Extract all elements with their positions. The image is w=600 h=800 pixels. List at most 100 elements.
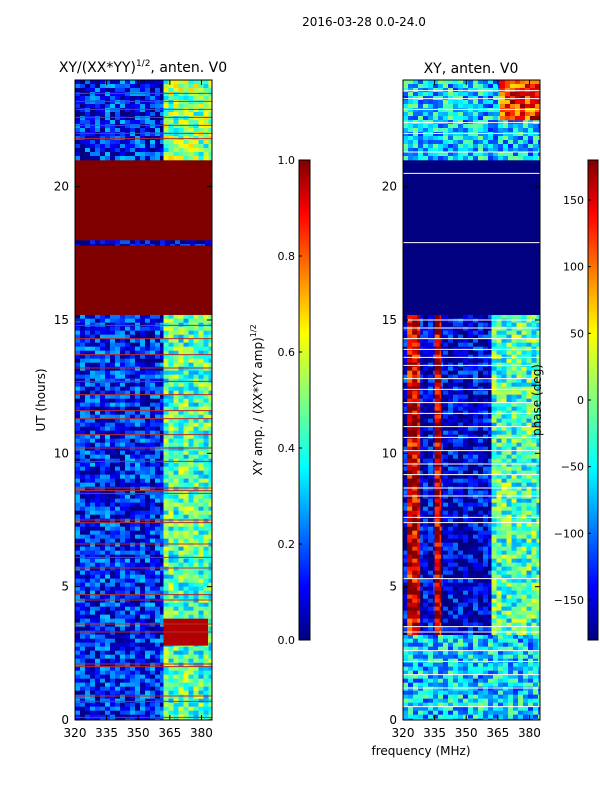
heatmap-cell [198, 88, 204, 93]
heatmap-cell [100, 594, 106, 599]
heatmap-cell [453, 654, 459, 659]
heatmap-cell [90, 108, 96, 113]
heatmap-cell [163, 330, 169, 335]
heatmap-cell [160, 378, 164, 383]
heatmap-cell [468, 398, 474, 403]
heatmap-cell [183, 466, 189, 471]
heatmap-cell [193, 610, 199, 615]
heatmap-cell [173, 494, 179, 499]
heatmap-cell [443, 686, 449, 691]
heatmap-cell [183, 434, 189, 439]
heatmap-cell [183, 426, 189, 431]
heatmap-cell [163, 128, 169, 133]
heatmap-cell [203, 422, 209, 427]
heatmap-cell [468, 634, 474, 639]
heatmap-cell [85, 586, 91, 591]
heatmap-cell [140, 686, 146, 691]
heatmap-cell [155, 706, 161, 711]
heatmap-cell [140, 582, 146, 587]
heatmap-cell [518, 706, 524, 711]
heatmap-cell [130, 490, 136, 495]
heatmap-cell [130, 598, 136, 603]
heatmap-cell [90, 132, 96, 137]
heatmap-cell [85, 136, 91, 141]
heatmap-cell [168, 578, 174, 583]
heatmap-cell [100, 486, 106, 491]
heatmap-cell [90, 100, 96, 105]
heatmap-cell [145, 430, 151, 435]
heatmap-cell [173, 706, 179, 711]
heatmap-cell [468, 690, 474, 695]
heatmap-cell [493, 682, 499, 687]
heatmap-cell [538, 662, 540, 667]
heatmap-cell [403, 414, 409, 419]
heatmap-cell [75, 558, 81, 563]
heatmap-cell [178, 430, 184, 435]
heatmap-cell [140, 522, 146, 527]
heatmap-cell [125, 558, 131, 563]
heatmap-cell [448, 694, 454, 699]
heatmap-cell [85, 638, 91, 643]
heatmap-cell [183, 398, 189, 403]
heatmap-cell [95, 686, 101, 691]
heatmap-cell [110, 510, 116, 515]
heatmap-cell [198, 338, 204, 343]
heatmap-cell [188, 322, 194, 327]
heatmap-cell [85, 510, 91, 515]
heatmap-cell [203, 690, 209, 695]
heatmap-cell [483, 706, 489, 711]
heatmap-cell [85, 358, 91, 363]
heatmap-cell [488, 370, 494, 375]
heatmap-cell [80, 446, 86, 451]
heatmap-cell [145, 100, 151, 105]
heatmap-cell [90, 394, 96, 399]
heatmap-cell [145, 140, 151, 145]
heatmap-cell [168, 100, 174, 105]
heatmap-cell [75, 378, 81, 383]
heatmap-cell [208, 538, 212, 543]
heatmap-cell [75, 108, 81, 113]
heatmap-cell [183, 156, 189, 161]
heatmap-cell [95, 610, 101, 615]
heatmap-cell [428, 678, 434, 683]
heatmap-cell [478, 386, 484, 391]
heatmap-cell [155, 498, 161, 503]
heatmap-cell [168, 350, 174, 355]
heatmap-cell [433, 638, 439, 643]
heatmap-cell [188, 690, 194, 695]
heatmap-cell [115, 80, 121, 85]
heatmap-cell [160, 658, 164, 663]
heatmap-cell [125, 674, 131, 679]
heatmap-cell [163, 116, 169, 121]
heatmap-cell [140, 374, 146, 379]
heatmap-cell [115, 566, 121, 571]
heatmap-cell [155, 128, 161, 133]
heatmap-cell [95, 542, 101, 547]
heatmap-cell [80, 240, 86, 245]
heatmap-cell [145, 346, 151, 351]
heatmap-cell [155, 144, 161, 149]
heatmap-cell [463, 402, 469, 407]
heatmap-cell [403, 346, 409, 351]
heatmap-cell [120, 586, 126, 591]
heatmap-cell [130, 586, 136, 591]
heatmap-cell [188, 362, 194, 367]
heatmap-cell [458, 646, 464, 651]
heatmap-cell [488, 386, 494, 391]
heatmap-cell [105, 618, 111, 623]
heatmap-cell [140, 682, 146, 687]
heatmap-cell [468, 418, 474, 423]
heatmap-cell [188, 702, 194, 707]
heatmap-cell [110, 414, 116, 419]
heatmap-cell [85, 610, 91, 615]
heatmap-cell [120, 358, 126, 363]
heatmap-cell [198, 490, 204, 495]
heatmap-cell [155, 96, 161, 101]
heatmap-cell [168, 108, 174, 113]
heatmap-cell [193, 594, 199, 599]
heatmap-cell [488, 326, 494, 331]
heatmap-cell [503, 674, 509, 679]
heatmap-cell [135, 686, 141, 691]
heatmap-cell [100, 714, 106, 719]
heatmap-cell [203, 490, 209, 495]
